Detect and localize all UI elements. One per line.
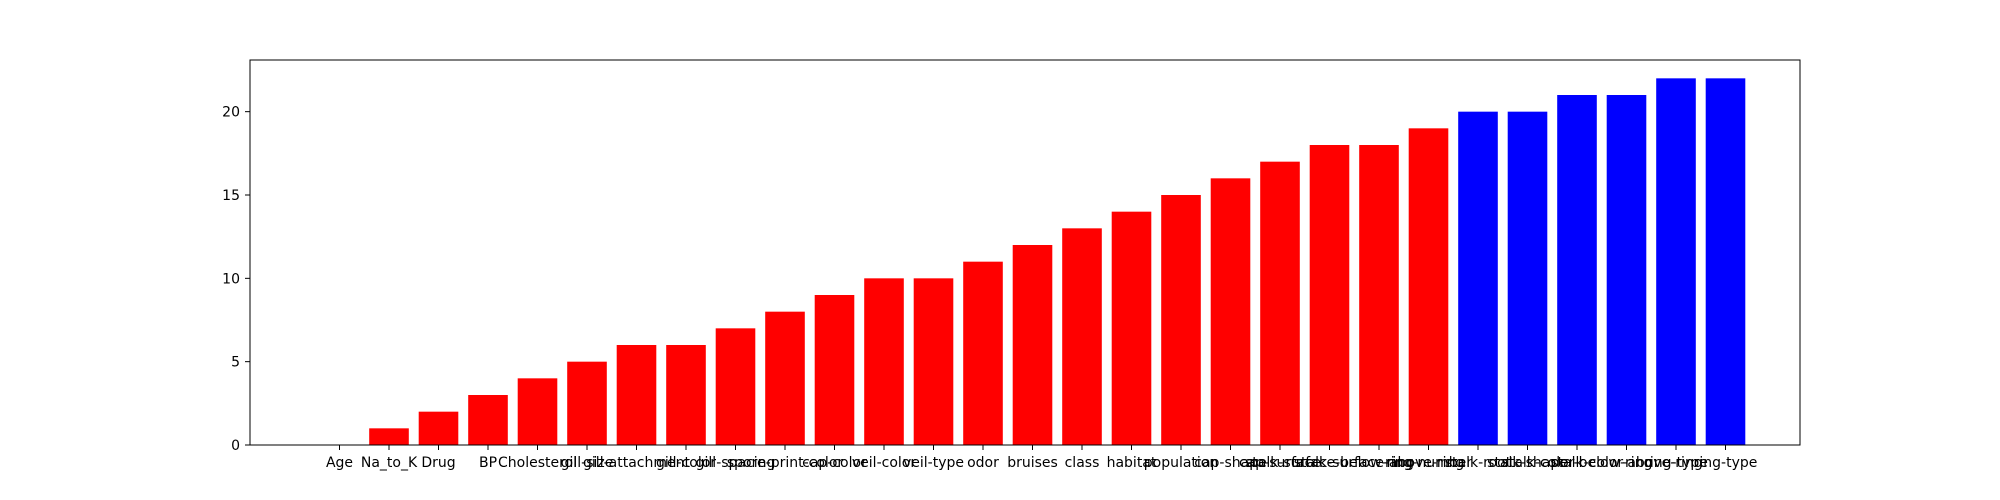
x-tick-label-26: stalk-color-above-ring	[1550, 455, 1702, 471]
x-tick-label-7: gill-color	[656, 455, 716, 471]
bar-17	[1161, 195, 1201, 445]
x-tick-label-10: cap-color	[802, 455, 867, 471]
bar-9	[765, 311, 805, 445]
bar-24	[1507, 111, 1548, 446]
x-tick-label-23: stalk-root	[1445, 455, 1512, 471]
bar-15	[1062, 228, 1102, 445]
x-tick-label-3: BP	[479, 455, 497, 471]
x-tick-label-12: veil-type	[903, 455, 964, 471]
bar-8	[715, 328, 756, 445]
bar-28	[1705, 78, 1746, 445]
bar-12	[913, 278, 954, 445]
x-tick-label-16: habitat	[1107, 455, 1157, 471]
bar-27	[1656, 78, 1696, 445]
bar-22	[1408, 128, 1449, 446]
bar-23	[1458, 111, 1498, 446]
x-tick-label-2: Drug	[421, 455, 455, 471]
bar-19	[1260, 161, 1300, 445]
y-tick-label-4: 20	[222, 105, 240, 121]
bar-21	[1359, 145, 1399, 445]
x-tick-label-8: gill-spacing	[696, 455, 776, 471]
bar-5	[567, 361, 607, 445]
bar-4	[517, 378, 558, 445]
x-tick-label-24: stalk-shape	[1487, 455, 1568, 471]
bar-25	[1557, 95, 1597, 445]
x-tick-label-15: class	[1065, 455, 1100, 471]
x-tick-label-25: stalk-color-below-ring	[1502, 455, 1653, 471]
x-tick-label-19: cap-surface	[1239, 455, 1321, 471]
x-tick-label-14: bruises	[1007, 455, 1058, 471]
bar-18	[1210, 178, 1251, 446]
y-tick-label-0: 0	[231, 438, 240, 454]
y-tick-label-2: 10	[222, 271, 240, 287]
bar-14	[1012, 245, 1053, 445]
x-tick-label-9: spore-print-color	[727, 455, 844, 471]
x-tick-label-11: veil-color	[852, 455, 916, 471]
bar-11	[864, 278, 904, 445]
x-tick-label-22: ring-number	[1385, 455, 1472, 471]
bar-7	[666, 345, 706, 445]
x-tick-label-1: Na_to_K	[361, 455, 418, 471]
y-tick-label-3: 15	[222, 188, 240, 204]
x-tick-label-6: gill-attachment	[583, 455, 690, 471]
x-tick-label-17: population	[1144, 455, 1219, 471]
bar-2	[418, 411, 459, 445]
x-tick-label-28: ring-type	[1694, 455, 1758, 471]
x-tick-label-27: ring-type	[1644, 455, 1708, 471]
plot-frame	[249, 59, 1801, 446]
x-tick-label-4: Cholesterol	[498, 455, 577, 471]
bar-26	[1606, 95, 1647, 445]
bar-16	[1111, 211, 1152, 445]
bar-3	[468, 395, 508, 445]
bar-1	[369, 428, 409, 445]
x-tick-label-13: odor	[967, 455, 999, 471]
x-tick-label-18: cap-shape	[1194, 455, 1266, 471]
bar-13	[963, 261, 1003, 445]
bar-20	[1309, 145, 1350, 445]
bar-10	[814, 295, 855, 445]
bar-6	[616, 345, 657, 445]
x-tick-label-20: stalk-surface-below-ring	[1245, 455, 1414, 471]
y-tick-label-1: 5	[231, 355, 240, 371]
x-tick-label-5: gill-size	[561, 455, 614, 471]
x-tick-label-21: stalk-surface-above-ring	[1294, 455, 1465, 471]
x-tick-label-0: Age	[326, 455, 353, 471]
